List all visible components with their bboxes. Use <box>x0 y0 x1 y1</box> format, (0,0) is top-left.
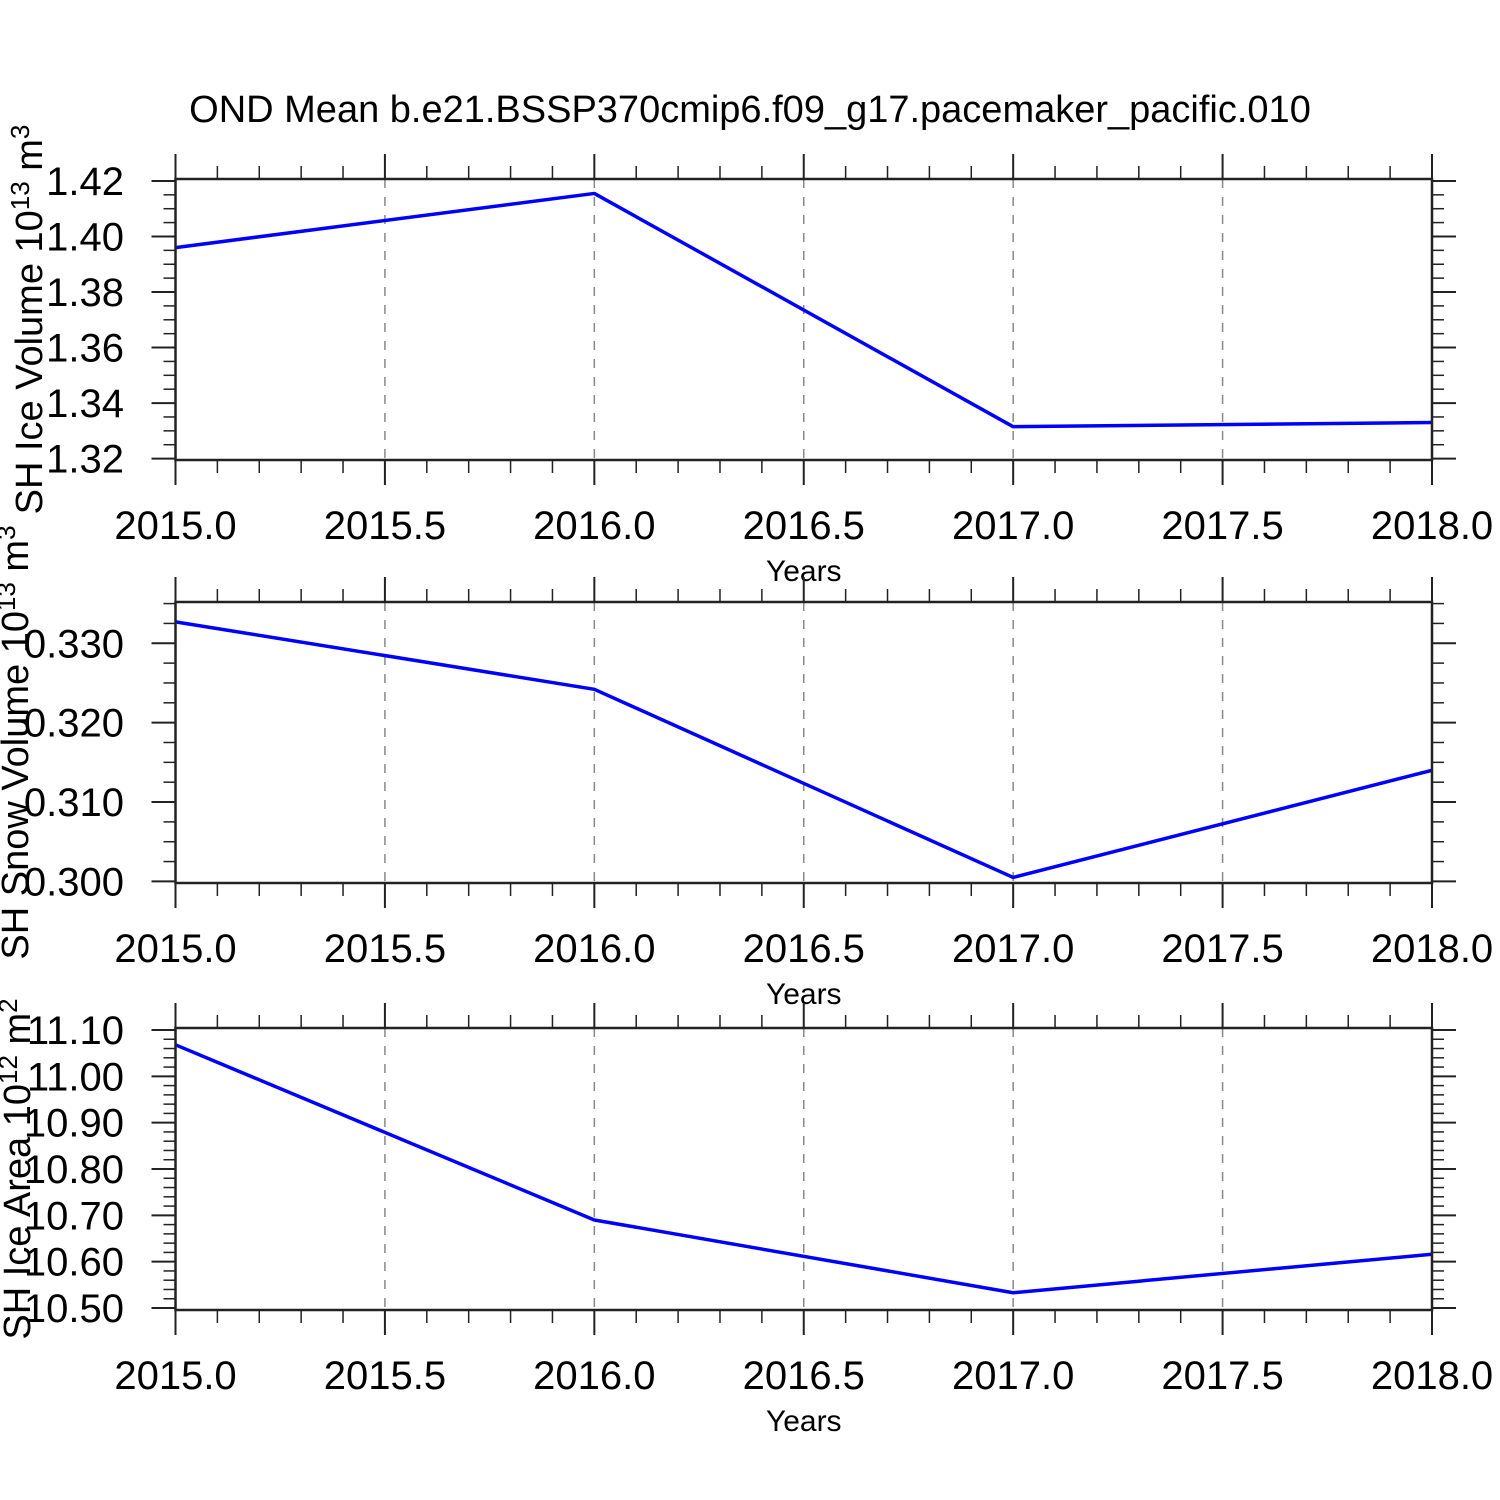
x-tick-label: 2018.0 <box>1371 1354 1493 1398</box>
x-axis-title: Years <box>766 1405 842 1438</box>
x-tick-label: 2015.5 <box>324 927 446 971</box>
x-tick-label: 2016.5 <box>743 1354 865 1398</box>
x-tick-label: 2015.0 <box>114 927 236 971</box>
x-tick-label: 2017.5 <box>1161 927 1283 971</box>
x-tick-label: 2016.0 <box>533 504 655 548</box>
y-axis-title-text: SH Snow Volume 10 <box>0 611 37 960</box>
y-tick-label: 11.00 <box>27 1055 124 1099</box>
chart-title: OND Mean b.e21.BSSP370cmip6.f09_g17.pace… <box>189 89 1311 131</box>
panel-sh-ice-volume: 1.42 1.40 1.38 1.36 1.34 1.32 2015.0 2015.5 2016… <box>5 125 1493 588</box>
y-axis-title-text: SH Ice Volume 10 <box>9 210 51 514</box>
y-tick-label: 0.320 <box>24 702 124 746</box>
y-tick-label: 10.60 <box>24 1241 124 1285</box>
x-tick-label: 2016.0 <box>533 927 655 971</box>
y-tick-label: 1.42 <box>46 160 124 204</box>
x-tick-label: 2015.0 <box>114 504 236 548</box>
y-axis-title-sup: 3 <box>0 525 21 539</box>
y-tick-label: 1.32 <box>46 438 124 482</box>
y-tick-label: 11.10 <box>27 1009 124 1053</box>
y-tick-label: 1.36 <box>46 327 124 371</box>
x-tick-label: 2017.0 <box>952 1354 1074 1398</box>
x-tick-label: 2017.5 <box>1161 504 1283 548</box>
x-tick-label: 2018.0 <box>1371 504 1493 548</box>
y-axis-title-sup: 13 <box>5 181 35 210</box>
x-tick-label: 2017.5 <box>1161 1354 1283 1398</box>
y-axis-title-text: m <box>0 1013 39 1055</box>
x-tick-label: 2017.0 <box>952 927 1074 971</box>
y-tick-label: 1.38 <box>46 271 124 315</box>
data-line-sh-ice-volume <box>175 191 1433 429</box>
y-tick-label: 10.70 <box>24 1194 124 1238</box>
x-tick-label: 2016.5 <box>743 927 865 971</box>
y-tick-label: 0.310 <box>24 781 124 825</box>
y-tick-label: 0.330 <box>24 622 124 666</box>
data-line-sh-ice-area <box>174 1043 1433 1295</box>
x-tick-label: 2015.5 <box>324 504 446 548</box>
y-tick-label: 0.300 <box>24 860 124 904</box>
y-tick-label: 10.50 <box>24 1287 124 1331</box>
y-axis-title: SH Ice Area 1012 m2 <box>0 998 39 1339</box>
y-tick-label: 10.80 <box>24 1148 124 1192</box>
y-axis-title-text: m <box>0 540 37 582</box>
panel-sh-snow-volume: 0.330 0.320 0.310 0.300 2015.0 2015.5 2016.0 20… <box>0 525 1493 1011</box>
y-axis-title-text: m <box>9 139 51 181</box>
y-axis-title-sup: 13 <box>0 582 21 611</box>
x-tick-label: 2015.0 <box>114 1354 236 1398</box>
panels-container: 1.42 1.40 1.38 1.36 1.34 1.32 2015.0 2015.5 2016… <box>0 125 1493 1438</box>
x-tick-label: 2017.0 <box>952 504 1074 548</box>
data-line-sh-snow-volume <box>175 620 1433 880</box>
x-tick-label: 2018.0 <box>1371 927 1493 971</box>
y-axis-title: SH Snow Volume 1013 m3 <box>0 525 37 959</box>
y-tick-label: 1.40 <box>46 215 124 259</box>
y-tick-label: 1.34 <box>46 382 124 426</box>
y-tick-label: 10.90 <box>24 1102 124 1146</box>
y-axis-title-sup: 3 <box>5 125 35 139</box>
x-tick-label: 2016.5 <box>743 504 865 548</box>
y-axis-title-sup: 2 <box>0 998 23 1012</box>
x-tick-label: 2016.0 <box>533 1354 655 1398</box>
x-tick-label: 2015.5 <box>324 1354 446 1398</box>
y-axis-title-text: SH Ice Area 10 <box>0 1084 39 1340</box>
y-axis-title-sup: 12 <box>0 1055 23 1084</box>
y-axis-title: SH Ice Volume 1013 m3 <box>5 125 51 515</box>
